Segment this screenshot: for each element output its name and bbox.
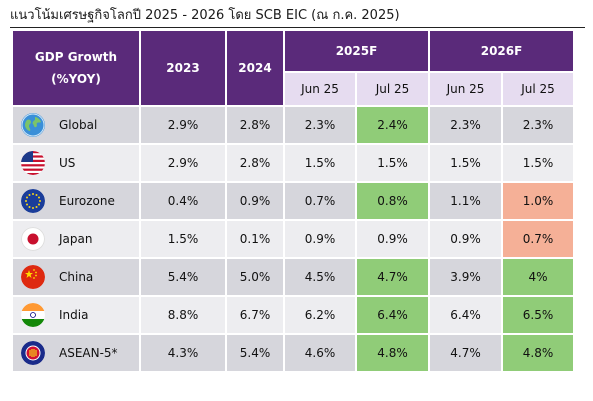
header-metric-line2: (%YOY) — [51, 72, 101, 86]
country-cell: Global — [11, 105, 141, 145]
value-2026f-jul: 1.0% — [501, 181, 576, 221]
value-2025f-jul: 4.7% — [354, 257, 431, 297]
globe-icon — [13, 113, 59, 137]
table-row: China 5.4% 5.0% 4.5% 4.7% 3.9% 4% — [11, 257, 576, 297]
country-label: ASEAN-5* — [59, 346, 118, 360]
header-2026f-jun: Jun 25 — [428, 71, 504, 107]
value-2024: 0.1% — [225, 219, 285, 259]
value-2026f-jul: 6.5% — [501, 295, 576, 335]
value-2026f-jul: 1.5% — [501, 143, 576, 183]
country-label: Eurozone — [59, 194, 115, 208]
value-2025f-jun: 0.7% — [283, 181, 357, 221]
value-2026f-jul: 4.8% — [501, 333, 576, 373]
country-cell: Eurozone — [11, 181, 141, 221]
header-metric-line1: GDP Growth — [34, 50, 118, 64]
country-cell: India — [11, 295, 141, 335]
value-2026f-jun: 4.7% — [428, 333, 504, 373]
title-divider — [10, 27, 585, 28]
value-2024: 2.8% — [225, 105, 285, 145]
value-2024: 0.9% — [225, 181, 285, 221]
value-2026f-jun: 1.5% — [428, 143, 504, 183]
country-cell: Japan — [11, 219, 141, 259]
value-2025f-jul: 0.9% — [354, 219, 431, 259]
value-2026f-jun: 0.9% — [428, 219, 504, 259]
value-2025f-jul: 0.8% — [354, 181, 431, 221]
value-2026f-jul: 4% — [501, 257, 576, 297]
china-flag-icon — [13, 265, 59, 289]
value-2025f-jun: 6.2% — [283, 295, 357, 335]
table-row: Eurozone 0.4% 0.9% 0.7% 0.8% 1.1% 1.0% — [11, 181, 576, 221]
table-row: ASEAN-5* 4.3% 5.4% 4.6% 4.8% 4.7% 4.8% — [11, 333, 576, 373]
value-2026f-jul: 2.3% — [501, 105, 576, 145]
table-row: India 8.8% 6.7% 6.2% 6.4% 6.4% 6.5% — [11, 295, 576, 335]
value-2026f-jun: 2.3% — [428, 105, 504, 145]
value-2025f-jun: 1.5% — [283, 143, 357, 183]
country-cell: ASEAN-5* — [11, 333, 141, 373]
value-2025f-jun: 2.3% — [283, 105, 357, 145]
value-2026f-jun: 3.9% — [428, 257, 504, 297]
header-2025f: 2025F — [282, 29, 431, 73]
header-2023: 2023 — [139, 29, 227, 107]
value-2026f-jun: 6.4% — [428, 295, 504, 335]
japan-flag-icon — [13, 227, 59, 251]
header-2026f-jul: Jul 25 — [501, 71, 576, 107]
value-2024: 5.4% — [225, 333, 285, 373]
us-flag-icon — [13, 151, 59, 175]
header-2025f-jun: Jun 25 — [283, 71, 357, 107]
country-label: Global — [59, 118, 98, 132]
header-2024: 2024 — [225, 29, 285, 107]
eu-flag-icon — [13, 189, 59, 213]
value-2023: 2.9% — [139, 105, 227, 145]
country-label: China — [59, 270, 94, 284]
header-2025f-jul: Jul 25 — [354, 71, 431, 107]
country-cell: China — [11, 257, 141, 297]
value-2025f-jul: 2.4% — [354, 105, 431, 145]
value-2025f-jun: 4.5% — [283, 257, 357, 297]
value-2023: 1.5% — [139, 219, 227, 259]
country-cell: US — [11, 143, 141, 183]
value-2023: 2.9% — [139, 143, 227, 183]
page-title: แนวโน้มเศรษฐกิจโลกปี 2025 - 2026 โดย SCB… — [10, 8, 400, 23]
value-2024: 2.8% — [225, 143, 285, 183]
value-2024: 6.7% — [225, 295, 285, 335]
gdp-growth-table: GDP Growth (%YOY) 2023 2024 2025F 2026F … — [11, 29, 576, 373]
country-label: US — [59, 156, 76, 170]
india-flag-icon — [13, 303, 59, 327]
country-label: Japan — [59, 232, 93, 246]
header-metric: GDP Growth (%YOY) — [11, 29, 141, 107]
value-2025f-jul: 4.8% — [354, 333, 431, 373]
header-2026f: 2026F — [428, 29, 576, 73]
table-row: US 2.9% 2.8% 1.5% 1.5% 1.5% 1.5% — [11, 143, 576, 183]
value-2023: 0.4% — [139, 181, 227, 221]
value-2026f-jun: 1.1% — [428, 181, 504, 221]
value-2026f-jul: 0.7% — [501, 219, 576, 259]
value-2025f-jun: 4.6% — [283, 333, 357, 373]
value-2023: 5.4% — [139, 257, 227, 297]
value-2025f-jun: 0.9% — [283, 219, 357, 259]
table-row: Japan 1.5% 0.1% 0.9% 0.9% 0.9% 0.7% — [11, 219, 576, 259]
table-row: Global 2.9% 2.8% 2.3% 2.4% 2.3% 2.3% — [11, 105, 576, 145]
value-2024: 5.0% — [225, 257, 285, 297]
asean-flag-icon — [13, 341, 59, 365]
country-label: India — [59, 308, 89, 322]
value-2025f-jul: 1.5% — [354, 143, 431, 183]
value-2023: 8.8% — [139, 295, 227, 335]
value-2023: 4.3% — [139, 333, 227, 373]
value-2025f-jul: 6.4% — [354, 295, 431, 335]
